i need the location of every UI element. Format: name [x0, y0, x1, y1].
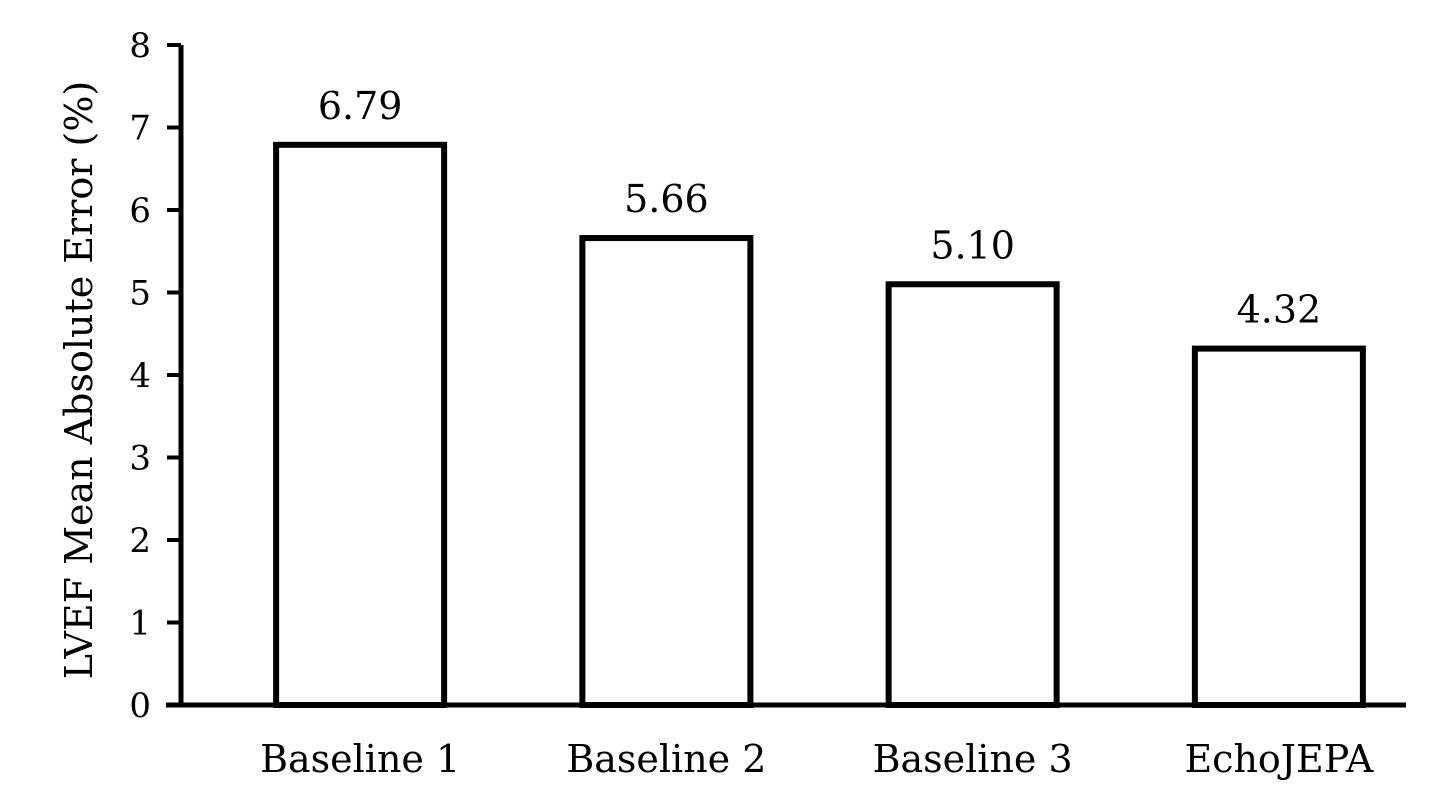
- y-tick-label: 3: [129, 439, 151, 479]
- bar: [579, 235, 754, 709]
- bar-value-label: 4.32: [1237, 288, 1322, 332]
- y-tick-label: 7: [129, 109, 151, 149]
- y-tick-label: 1: [129, 604, 151, 644]
- y-axis: 0 1 2 3 4 5 6 7 8: [129, 26, 184, 726]
- bar-value-label: 5.10: [930, 223, 1015, 267]
- y-tick-label: 4: [129, 356, 151, 396]
- y-axis-label: LVEF Mean Absolute Error (%): [57, 81, 101, 680]
- bar: [885, 281, 1060, 708]
- y-tick-label: 6: [129, 191, 151, 231]
- bar: [1191, 345, 1366, 708]
- bars: [273, 141, 1366, 709]
- y-tick-label: 8: [129, 26, 151, 66]
- bar-value-label: 5.66: [624, 177, 709, 221]
- category-label: Baseline 1: [260, 737, 460, 781]
- bar-value-label: 6.79: [318, 84, 403, 128]
- category-label: Baseline 2: [566, 737, 766, 781]
- y-tick-label: 0: [129, 686, 151, 726]
- y-tick-label: 2: [129, 521, 151, 561]
- category-labels: Baseline 1 Baseline 2 Baseline 3 EchoJEPA: [260, 737, 1374, 781]
- data-labels: 6.79 5.66 5.10 4.32: [318, 84, 1321, 332]
- category-label: EchoJEPA: [1184, 737, 1373, 781]
- bar: [273, 141, 448, 708]
- y-tick-label: 5: [129, 274, 151, 314]
- category-label: Baseline 3: [873, 737, 1073, 781]
